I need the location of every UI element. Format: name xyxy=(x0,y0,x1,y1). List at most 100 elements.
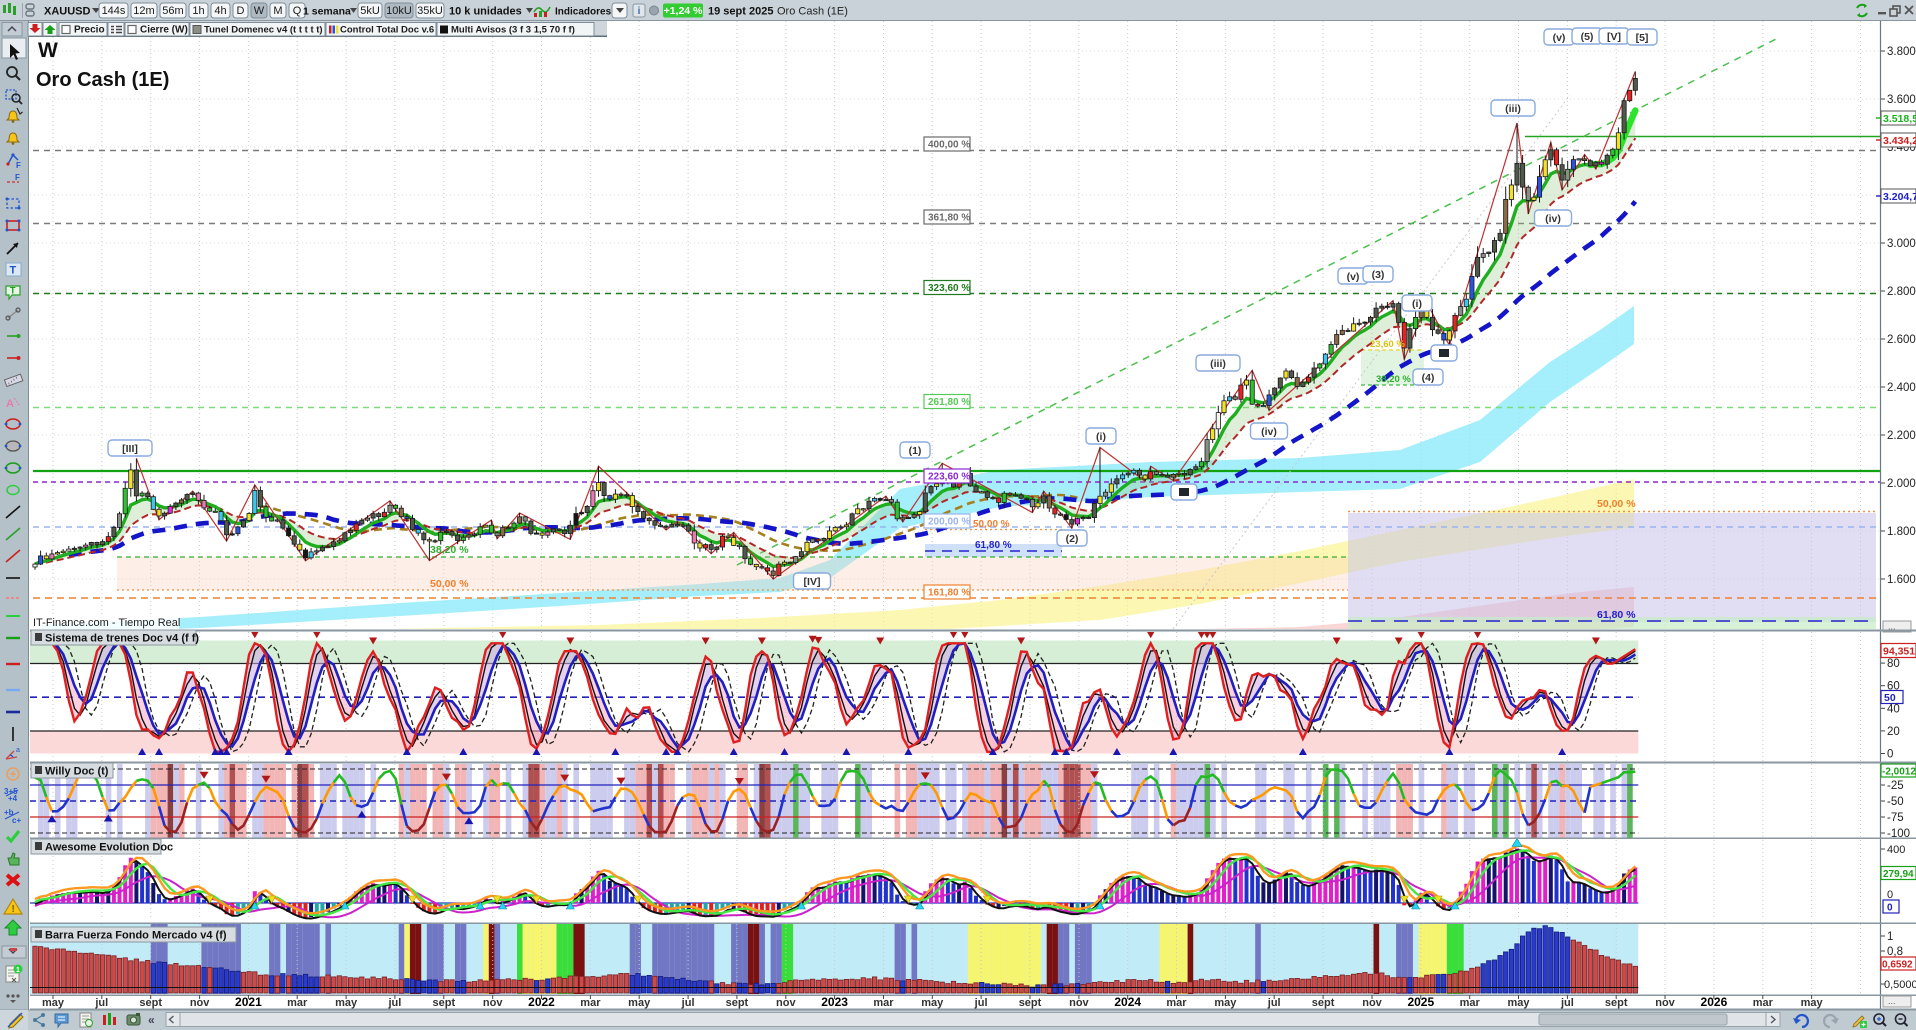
svg-text:F: F xyxy=(16,161,21,170)
svg-text:T: T xyxy=(10,265,17,277)
svg-text:(i): (i) xyxy=(1412,298,1422,310)
svg-text:56m: 56m xyxy=(162,5,183,17)
svg-text:[III]: [III] xyxy=(122,443,138,455)
svg-text:361,80 %: 361,80 % xyxy=(928,213,970,224)
svg-text:2.200: 2.200 xyxy=(1887,430,1916,442)
svg-text:200,00 %: 200,00 % xyxy=(928,517,970,528)
svg-text:1: 1 xyxy=(16,967,20,974)
svg-text:nov: nov xyxy=(190,997,210,1009)
svg-text:nov: nov xyxy=(1362,997,1382,1009)
svg-text:Precio: Precio xyxy=(74,25,105,36)
svg-text:-2,0012: -2,0012 xyxy=(1882,767,1916,778)
svg-text:Indicadores: Indicadores xyxy=(555,7,612,18)
svg-text:sept: sept xyxy=(1019,997,1042,1009)
svg-text:-50: -50 xyxy=(1887,796,1904,808)
svg-text:sept: sept xyxy=(1312,997,1335,1009)
svg-text:40: 40 xyxy=(1887,703,1900,715)
svg-text:5kU: 5kU xyxy=(360,5,380,17)
svg-text:35kU: 35kU xyxy=(417,5,443,17)
svg-text:c+: c+ xyxy=(12,816,21,825)
svg-text:2021: 2021 xyxy=(235,995,262,1009)
svg-text:3.518,5: 3.518,5 xyxy=(1883,113,1916,125)
svg-text:jul: jul xyxy=(1267,997,1281,1009)
svg-text:jul: jul xyxy=(387,997,401,1009)
svg-text:W: W xyxy=(38,39,58,62)
svg-text:400: 400 xyxy=(1887,844,1905,856)
svg-text:0: 0 xyxy=(1887,749,1893,761)
svg-text:nov: nov xyxy=(776,997,796,1009)
svg-text:!: ! xyxy=(12,904,15,915)
svg-text:0: 0 xyxy=(1887,903,1893,914)
svg-text:(1): (1) xyxy=(909,445,922,457)
svg-text:2.400: 2.400 xyxy=(1887,382,1916,394)
svg-text:0,8: 0,8 xyxy=(1887,946,1903,958)
svg-text:(iii): (iii) xyxy=(1505,103,1521,115)
svg-text:2.000: 2.000 xyxy=(1887,478,1916,490)
svg-text:sept: sept xyxy=(432,997,455,1009)
svg-text:jul: jul xyxy=(94,997,108,1009)
svg-text:3.434,2: 3.434,2 xyxy=(1883,135,1916,147)
svg-text:+b: +b xyxy=(4,808,14,817)
svg-text:may: may xyxy=(1801,997,1824,1009)
svg-text:+1,24 %: +1,24 % xyxy=(664,5,703,17)
svg-text:12m: 12m xyxy=(133,5,154,17)
svg-text:-100: -100 xyxy=(1887,828,1910,840)
svg-text:may: may xyxy=(42,997,65,1009)
svg-text:a: a xyxy=(16,747,20,754)
svg-text:2025: 2025 xyxy=(1407,995,1434,1009)
svg-text:jul: jul xyxy=(1560,997,1574,1009)
svg-text:50,00 %: 50,00 % xyxy=(1597,498,1636,510)
svg-text:XAUUSD: XAUUSD xyxy=(44,6,91,18)
svg-text:«: « xyxy=(148,1013,155,1027)
svg-text:(iv): (iv) xyxy=(1261,426,1277,438)
svg-text:3.800: 3.800 xyxy=(1887,46,1916,58)
svg-text:W: W xyxy=(254,5,265,17)
svg-text:Willy Doc (t): Willy Doc (t) xyxy=(45,766,109,778)
svg-text:144s: 144s xyxy=(102,5,126,17)
svg-text:may: may xyxy=(628,997,651,1009)
svg-text:2026: 2026 xyxy=(1701,995,1728,1009)
svg-text:Oro Cash (1E): Oro Cash (1E) xyxy=(777,6,848,18)
svg-text:(v): (v) xyxy=(1347,271,1360,283)
svg-text:20: 20 xyxy=(1887,726,1900,738)
svg-text:3.000: 3.000 xyxy=(1887,238,1916,250)
svg-text:2022: 2022 xyxy=(528,995,555,1009)
svg-text:19 sept 2025: 19 sept 2025 xyxy=(708,6,773,18)
svg-text:[5]: [5] xyxy=(1636,32,1649,44)
svg-text:nov: nov xyxy=(483,997,503,1009)
svg-text:(iii): (iii) xyxy=(1210,358,1226,370)
svg-text:0,6592: 0,6592 xyxy=(1882,960,1913,971)
svg-text:(iv): (iv) xyxy=(1545,213,1561,225)
svg-text:M: M xyxy=(273,5,282,17)
svg-text:1: 1 xyxy=(1887,931,1893,943)
svg-text:61,80 %: 61,80 % xyxy=(975,540,1012,551)
svg-text:23,60 %: 23,60 % xyxy=(1370,339,1405,350)
svg-text:mar: mar xyxy=(580,997,601,1009)
svg-text:...: ... xyxy=(1888,622,1896,632)
svg-text:Oro Cash (1E): Oro Cash (1E) xyxy=(36,69,169,91)
svg-text:3.204,7: 3.204,7 xyxy=(1883,191,1916,203)
svg-text:(5): (5) xyxy=(1581,31,1594,43)
svg-text:Q: Q xyxy=(293,5,302,17)
svg-text:may: may xyxy=(335,997,358,1009)
svg-text:(v): (v) xyxy=(1553,32,1566,44)
svg-text:4h: 4h xyxy=(214,5,226,17)
svg-text:mar: mar xyxy=(1753,997,1774,1009)
svg-text:0,5000: 0,5000 xyxy=(1884,979,1916,991)
svg-text:A: A xyxy=(6,398,14,410)
svg-text:nov: nov xyxy=(1069,997,1089,1009)
svg-text:3.600: 3.600 xyxy=(1887,94,1916,106)
svg-text:Awesome Evolution Doc: Awesome Evolution Doc xyxy=(45,842,173,854)
svg-text:T: T xyxy=(10,286,16,296)
svg-text:-75: -75 xyxy=(1887,812,1904,824)
svg-text:Multi Avisos (3 f 3 1,5 70 f f: Multi Avisos (3 f 3 1,5 70 f f) xyxy=(451,25,575,36)
svg-text:F: F xyxy=(15,173,20,182)
svg-text:jul: jul xyxy=(681,997,695,1009)
svg-text:mar: mar xyxy=(1460,997,1481,1009)
svg-text:mar: mar xyxy=(873,997,894,1009)
svg-text:94,351: 94,351 xyxy=(1883,646,1915,658)
svg-text:1.600: 1.600 xyxy=(1887,574,1916,586)
svg-text:261,80 %: 261,80 % xyxy=(928,397,970,408)
svg-text:Barra Fuerza Fondo Mercado v4: Barra Fuerza Fondo Mercado v4 (f) xyxy=(45,930,227,942)
svg-text:may: may xyxy=(921,997,944,1009)
